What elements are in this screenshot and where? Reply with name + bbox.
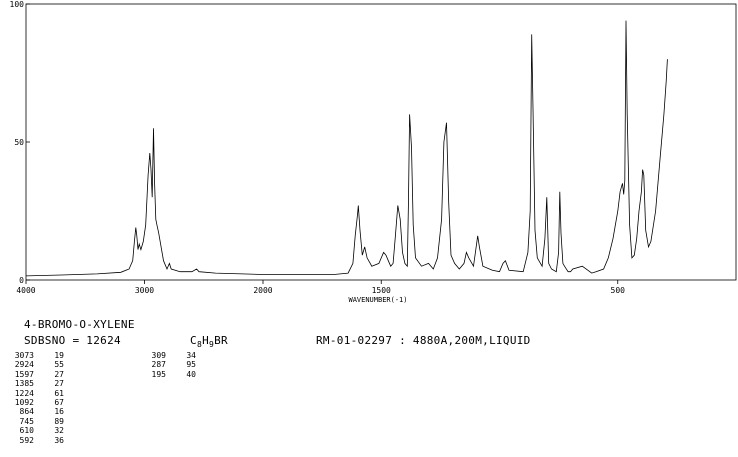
x-tick-label: 1500 xyxy=(372,286,391,295)
peak-wavenumber: 864 xyxy=(19,407,34,417)
peak-row: 309 34 xyxy=(138,351,196,360)
peak-row: 1224 61 xyxy=(6,389,64,398)
plot-frame xyxy=(25,3,737,281)
compound-name: 4-BROMO-O-XYLENE xyxy=(24,318,135,331)
peak-row: 610 32 xyxy=(6,426,64,435)
peak-wavenumber: 745 xyxy=(19,416,34,426)
plot-border xyxy=(25,3,737,281)
peak-row: 592 36 xyxy=(6,436,64,445)
peak-intensity: 55 xyxy=(54,360,64,370)
x-axis-ticks: 4000 3000 2000 1500 500 xyxy=(16,280,625,295)
peak-wavenumber: 1224 xyxy=(14,388,34,398)
peak-row: 864 16 xyxy=(6,407,64,416)
peak-intensity: 36 xyxy=(54,435,64,445)
peak-intensity: 27 xyxy=(54,369,64,379)
molecular-formula: C8H9BR xyxy=(190,334,228,349)
x-tick-label: 4000 xyxy=(16,286,35,295)
peak-wavenumber: 2924 xyxy=(14,360,34,370)
peak-intensity: 61 xyxy=(54,388,64,398)
x-axis-label: WAVENUMBER(-1) xyxy=(348,296,407,304)
raman-spectrum-chart: 4000 3000 2000 1500 500 0 50 100 WAVENUMBER(-1… xyxy=(10,0,737,304)
peak-wavenumber: 1385 xyxy=(14,379,34,389)
y-tick-label: 50 xyxy=(14,138,24,147)
x-tick-label: 2000 xyxy=(253,286,272,295)
peak-row: 195 40 xyxy=(138,370,196,379)
peak-wavenumber: 610 xyxy=(19,426,34,436)
peak-intensity: 32 xyxy=(54,426,64,436)
peak-intensity: 89 xyxy=(54,416,64,426)
peak-table-column-1: 3073 19 2924 55 1597 27 1385 27 1224 61 1092 67 864 1… xyxy=(6,351,64,445)
peak-row: 1385 27 xyxy=(6,379,64,388)
peak-wavenumber: 195 xyxy=(151,369,166,379)
peak-wavenumber: 592 xyxy=(19,435,34,445)
peak-row: 3073 19 xyxy=(6,351,64,360)
peak-wavenumber: 1092 xyxy=(14,398,34,408)
spectrum-line xyxy=(25,20,668,277)
peak-row: 287 95 xyxy=(138,360,196,369)
peak-table-column-2: 309 34 287 95 195 40 xyxy=(138,351,196,379)
y-tick-label: 100 xyxy=(10,0,25,9)
peak-intensity: 34 xyxy=(186,351,196,360)
peak-intensity: 27 xyxy=(54,379,64,389)
x-tick-label: 500 xyxy=(611,286,626,295)
y-axis-ticks: 0 50 100 xyxy=(10,0,30,285)
x-tick-label: 3000 xyxy=(135,286,154,295)
formula-rest: BR xyxy=(214,334,228,347)
peak-wavenumber: 3073 xyxy=(14,351,34,360)
peak-row: 2924 55 xyxy=(6,360,64,369)
formula-h-count: 9 xyxy=(209,340,215,350)
peak-intensity: 95 xyxy=(186,360,196,370)
peak-row: 1597 27 xyxy=(6,370,64,379)
peak-wavenumber: 309 xyxy=(151,351,166,360)
peak-row: 1092 67 xyxy=(6,398,64,407)
peak-intensity: 19 xyxy=(54,351,64,360)
formula-c: C xyxy=(190,334,197,347)
formula-c-count: 8 xyxy=(196,340,203,350)
spectrum-code: RM-01-02297 : 4880A,200M,LIQUID xyxy=(316,334,531,347)
peak-wavenumber: 287 xyxy=(151,360,166,370)
y-tick-label: 0 xyxy=(19,276,24,285)
peak-intensity: 16 xyxy=(54,407,64,417)
formula-h: H xyxy=(202,334,209,347)
peak-intensity: 67 xyxy=(54,398,64,408)
peak-intensity: 40 xyxy=(186,369,196,379)
peak-row: 745 89 xyxy=(6,417,64,426)
sdbs-number: SDBSNO = 12624 xyxy=(24,334,121,347)
peak-wavenumber: 1597 xyxy=(14,369,34,379)
